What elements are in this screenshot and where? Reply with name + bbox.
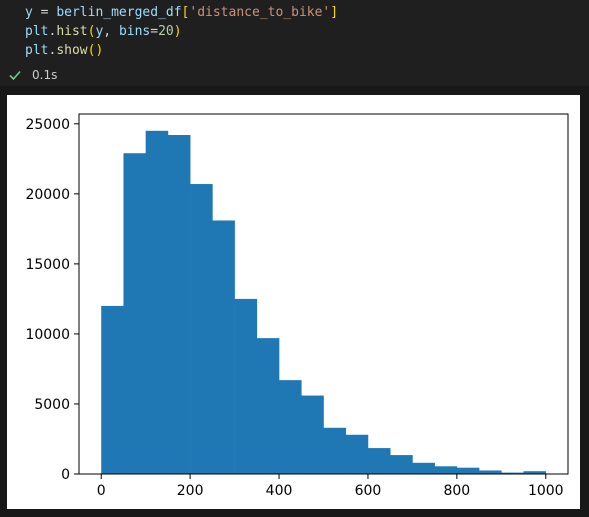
histogram-bar bbox=[367, 448, 391, 474]
histogram-bar bbox=[256, 338, 280, 474]
histogram-bar bbox=[301, 395, 324, 474]
x-axis-ticks: 0 200 400 600 800 1000 bbox=[97, 474, 564, 499]
y-tick-label: 10000 bbox=[25, 327, 70, 343]
histogram-chart: 0 200 400 600 800 1000 0 5000 10000 15000 20000 25… bbox=[25, 113, 569, 499]
histogram-bar bbox=[145, 130, 169, 475]
code-token: ] bbox=[330, 5, 339, 20]
code-token: . bbox=[48, 24, 57, 39]
histogram-bar bbox=[167, 135, 191, 475]
y-axis-ticks: 0 5000 10000 15000 20000 25000 bbox=[25, 117, 79, 483]
y-tick-label: 15000 bbox=[25, 257, 70, 273]
cell-output: 0 200 400 600 800 1000 0 5000 10000 15000 20000 25… bbox=[0, 86, 589, 517]
execution-status: 0.1s bbox=[8, 66, 57, 84]
code-line-1[interactable]: y = berlin_merged_df['distance_to_bike'] bbox=[25, 4, 338, 22]
histogram-bar bbox=[456, 467, 480, 474]
code-token: , bbox=[103, 24, 119, 39]
histogram-bar bbox=[523, 471, 547, 474]
code-token: y bbox=[25, 5, 33, 20]
y-tick-label: 25000 bbox=[25, 117, 70, 133]
code-token: () bbox=[87, 43, 104, 58]
code-token: 'distance_to_bike' bbox=[189, 5, 331, 20]
histogram-bar bbox=[190, 184, 213, 474]
histogram-bar bbox=[434, 466, 458, 474]
x-tick-label: 0 bbox=[97, 483, 106, 499]
code-line-3[interactable]: plt.show() bbox=[25, 42, 103, 60]
histogram-bar bbox=[279, 380, 302, 474]
histogram-bar bbox=[234, 298, 258, 474]
histogram-bar bbox=[101, 305, 124, 474]
code-token: bins bbox=[118, 24, 151, 39]
x-tick-label: 1000 bbox=[528, 483, 564, 499]
histogram-bar bbox=[479, 470, 502, 474]
code-token: show bbox=[56, 43, 88, 58]
code-cell[interactable]: y = berlin_merged_df['distance_to_bike']… bbox=[0, 0, 589, 86]
histogram-bar bbox=[501, 472, 524, 474]
histogram-figure: 0 200 400 600 800 1000 0 5000 10000 15000 20000 25… bbox=[7, 95, 580, 509]
histogram-bar bbox=[123, 153, 146, 474]
y-tick-label: 5000 bbox=[34, 397, 70, 413]
code-token: berlin_merged_df bbox=[56, 5, 182, 20]
axes-frame bbox=[78, 113, 569, 475]
code-token: = bbox=[32, 5, 57, 20]
code-token: y bbox=[95, 24, 104, 39]
x-tick-label: 600 bbox=[355, 483, 382, 499]
code-token: = bbox=[150, 24, 159, 39]
code-token: ( bbox=[87, 24, 96, 39]
histogram-bar bbox=[345, 434, 369, 474]
code-token: . bbox=[48, 43, 57, 58]
code-token: [ bbox=[181, 5, 190, 20]
code-token: plt bbox=[25, 24, 49, 39]
histogram-bar bbox=[412, 462, 435, 474]
check-icon bbox=[9, 70, 21, 81]
y-tick-label: 20000 bbox=[25, 187, 70, 203]
x-tick-label: 800 bbox=[443, 483, 470, 499]
x-tick-label: 200 bbox=[177, 483, 204, 499]
x-tick-label: 400 bbox=[266, 483, 293, 499]
code-token: ) bbox=[173, 24, 182, 39]
histogram-bar bbox=[323, 427, 347, 474]
histogram-bar bbox=[212, 220, 235, 474]
code-token: plt bbox=[25, 43, 49, 58]
code-line-2[interactable]: plt.hist(y, bins=20) bbox=[25, 23, 182, 41]
code-token: hist bbox=[56, 24, 88, 39]
execution-time: 0.1s bbox=[32, 68, 58, 82]
histogram-bar bbox=[390, 455, 413, 474]
histogram-bars bbox=[101, 130, 547, 475]
y-tick-label: 0 bbox=[61, 467, 70, 483]
code-token: 20 bbox=[158, 24, 174, 39]
